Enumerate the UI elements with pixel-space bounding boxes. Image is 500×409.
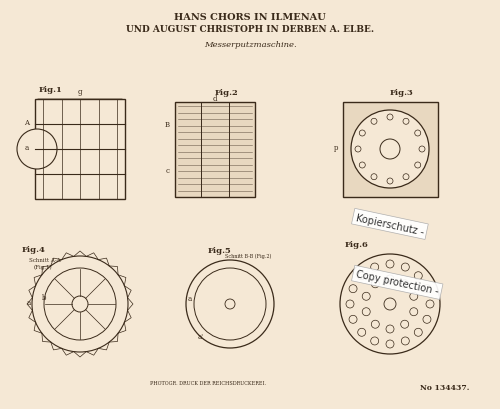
Circle shape: [403, 119, 409, 125]
Text: a: a: [27, 298, 31, 306]
Text: d: d: [213, 95, 217, 103]
Circle shape: [370, 337, 378, 345]
Circle shape: [402, 337, 409, 345]
Circle shape: [414, 131, 420, 137]
Circle shape: [371, 119, 377, 125]
Circle shape: [17, 130, 57, 170]
Circle shape: [403, 174, 409, 180]
Circle shape: [351, 111, 429, 189]
Text: Fig.4: Fig.4: [22, 245, 46, 254]
Circle shape: [362, 308, 370, 316]
Circle shape: [370, 263, 378, 272]
Text: (Fig.1): (Fig.1): [34, 264, 52, 270]
Text: UND AUGUST CHRISTOPH IN DERBEN A. ELBE.: UND AUGUST CHRISTOPH IN DERBEN A. ELBE.: [126, 25, 374, 34]
Circle shape: [362, 292, 370, 301]
Text: No 134437.: No 134437.: [420, 383, 470, 391]
Text: HANS CHORS IN ILMENAU: HANS CHORS IN ILMENAU: [174, 13, 326, 22]
Text: g: g: [78, 88, 82, 96]
Circle shape: [414, 163, 420, 169]
Circle shape: [360, 131, 366, 137]
Circle shape: [349, 285, 357, 293]
Text: p: p: [334, 144, 338, 152]
Circle shape: [225, 299, 235, 309]
Circle shape: [400, 280, 408, 288]
Circle shape: [426, 300, 434, 308]
Circle shape: [414, 272, 422, 280]
Circle shape: [387, 115, 393, 121]
Circle shape: [386, 261, 394, 268]
Circle shape: [402, 263, 409, 272]
Text: Copy protection -: Copy protection -: [355, 269, 440, 296]
Circle shape: [355, 147, 361, 153]
Text: Fig.5: Fig.5: [208, 246, 232, 254]
Bar: [343, 103, 438, 198]
Circle shape: [386, 325, 394, 333]
Text: Kopierschutz -: Kopierschutz -: [355, 212, 425, 236]
Circle shape: [349, 315, 357, 324]
Circle shape: [372, 280, 380, 288]
Text: Messerputzmaschine.: Messerputzmaschine.: [204, 41, 296, 49]
Text: c: c: [166, 166, 170, 175]
Circle shape: [340, 254, 440, 354]
Text: a': a': [198, 332, 204, 340]
Bar: [35, 100, 125, 200]
Text: Fig.2: Fig.2: [215, 89, 239, 97]
Text: Fig.1: Fig.1: [39, 86, 63, 94]
Circle shape: [358, 272, 366, 280]
Circle shape: [380, 139, 400, 160]
Circle shape: [384, 298, 396, 310]
Text: a: a: [188, 294, 192, 302]
Circle shape: [414, 328, 422, 337]
Circle shape: [423, 285, 431, 293]
Circle shape: [400, 320, 408, 328]
Bar: [175, 103, 255, 198]
Text: Fig.3: Fig.3: [390, 89, 414, 97]
Circle shape: [419, 147, 425, 153]
Text: b: b: [42, 293, 46, 301]
Circle shape: [346, 300, 354, 308]
Text: Schnitt B-B (Fig.2): Schnitt B-B (Fig.2): [225, 253, 272, 258]
Text: a: a: [25, 144, 29, 152]
Circle shape: [386, 340, 394, 348]
Circle shape: [358, 328, 366, 337]
Circle shape: [410, 308, 418, 316]
Circle shape: [32, 256, 128, 352]
Text: Schnitt A-A: Schnitt A-A: [29, 257, 61, 262]
Circle shape: [372, 320, 380, 328]
Circle shape: [360, 163, 366, 169]
Circle shape: [186, 261, 274, 348]
Text: B: B: [165, 121, 170, 129]
Circle shape: [410, 292, 418, 301]
Text: PHOTOGR. DRUCK DER REICHSDRUCKEREI.: PHOTOGR. DRUCK DER REICHSDRUCKEREI.: [150, 380, 266, 385]
Text: Fig.6: Fig.6: [345, 240, 369, 248]
Text: A: A: [24, 119, 29, 127]
Circle shape: [387, 179, 393, 184]
Circle shape: [386, 275, 394, 283]
Circle shape: [423, 315, 431, 324]
Circle shape: [371, 174, 377, 180]
Circle shape: [72, 296, 88, 312]
